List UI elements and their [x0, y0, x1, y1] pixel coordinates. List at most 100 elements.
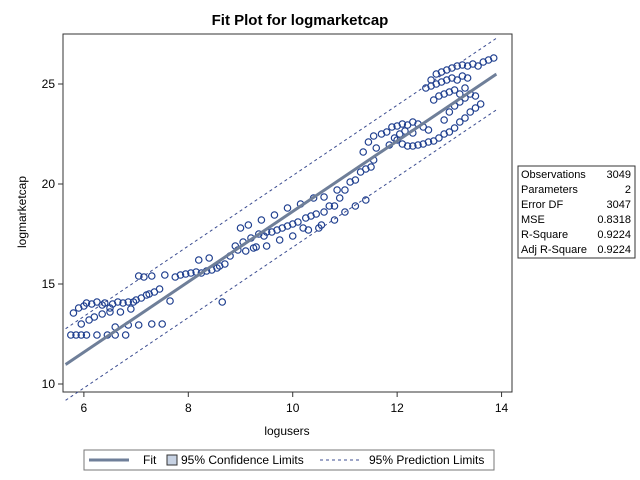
legend-prediction-label: 95% Prediction Limits — [369, 453, 484, 467]
x-tick-label: 14 — [495, 401, 509, 415]
scatter-point — [161, 271, 169, 279]
chart-title: Fit Plot for logmarketcap — [212, 12, 389, 29]
scatter-point — [453, 62, 461, 70]
legend-confidence-swatch — [166, 454, 178, 466]
scatter-point — [320, 193, 328, 201]
scatter-point — [351, 202, 360, 210]
y-axis-label: logmarketcap — [15, 176, 29, 248]
stat-value: 0.8318 — [597, 214, 631, 226]
scatter-point — [270, 211, 279, 219]
scatter-point — [205, 254, 213, 262]
scatter-point — [455, 118, 464, 126]
scatter-point — [359, 148, 368, 156]
scatter-point — [147, 320, 156, 328]
fit-statistics-table: Observations 3049 Parameters 2 Error DF 3047 M… — [517, 165, 636, 259]
scatter-point — [166, 297, 174, 305]
scatter-point — [445, 108, 454, 116]
plot-layer — [64, 37, 498, 401]
scatter-point — [325, 202, 334, 210]
stat-value: 0.9224 — [597, 229, 631, 241]
scatter-point — [458, 61, 467, 69]
scatter-point — [330, 202, 339, 210]
scatter-point — [335, 194, 344, 202]
scatter-point — [466, 108, 475, 116]
scatter-point — [471, 104, 480, 112]
stat-label: Adj R-Square — [521, 244, 587, 256]
scatter-point — [424, 138, 433, 146]
stat-value: 3049 — [607, 169, 631, 181]
scatter-point — [77, 320, 86, 328]
scatter-point — [461, 84, 469, 92]
stat-value: 2 — [625, 184, 631, 196]
y-tick-label: 25 — [42, 77, 56, 91]
scatter-point — [450, 86, 459, 94]
scatter-point — [288, 232, 297, 240]
scatter-point — [252, 243, 260, 251]
stat-label: Error DF — [521, 199, 563, 211]
x-axis: 6 8 10 12 14 — [81, 392, 509, 415]
legend: Fit 95% Confidence Limits 95% Prediction… — [83, 449, 495, 471]
x-tick-label: 6 — [81, 401, 88, 415]
stat-label: R-Square — [521, 229, 568, 241]
scatter-point — [275, 236, 284, 244]
scatter-point — [69, 309, 78, 317]
scatter-point — [372, 144, 381, 152]
scatter-point — [341, 186, 349, 194]
scatter-point — [445, 128, 454, 136]
scatter-point — [221, 260, 229, 268]
scatter-point — [463, 74, 472, 82]
scatter-point — [114, 298, 122, 306]
scatter-point — [489, 54, 498, 62]
scatter-point — [121, 331, 130, 339]
scatter-point — [134, 321, 143, 329]
scatter-point — [244, 221, 253, 229]
legend-confidence-label: 95% Confidence Limits — [181, 453, 304, 467]
scatter-point — [90, 313, 99, 321]
scatter-point — [236, 224, 245, 232]
scatter-point — [398, 120, 407, 128]
scatter-point — [461, 114, 469, 122]
legend-fit-label: Fit — [143, 453, 157, 467]
x-tick-label: 8 — [185, 401, 192, 415]
scatter-point — [124, 298, 133, 306]
scatter-point — [440, 116, 448, 124]
scatter-point — [257, 216, 266, 224]
scatter-point — [82, 299, 91, 307]
scatter-point — [388, 123, 396, 131]
scatter-point — [176, 271, 185, 279]
scatter-point — [181, 270, 190, 278]
scatter-point — [304, 226, 313, 234]
scatter-point — [241, 247, 250, 255]
scatter-point — [364, 138, 373, 146]
scatter-point — [155, 285, 164, 293]
scatter-point — [194, 256, 203, 264]
y-tick-label: 20 — [42, 177, 56, 191]
stat-label: Observations — [521, 169, 586, 181]
scatter-point — [369, 132, 378, 140]
scatter-point — [283, 204, 292, 212]
scatter-point — [93, 331, 101, 339]
stat-value: 0.9224 — [597, 244, 631, 256]
scatter-point — [330, 216, 339, 224]
scatter-point — [424, 126, 433, 134]
scatter-point — [119, 299, 127, 307]
scatter-point — [72, 331, 80, 339]
scatter-point — [262, 242, 271, 250]
y-tick-label: 15 — [42, 277, 56, 291]
scatter-point — [77, 331, 86, 339]
scatter-point — [435, 134, 443, 142]
scatter-point — [429, 96, 438, 104]
scatter-point — [147, 272, 156, 280]
x-tick-label: 10 — [286, 401, 300, 415]
fit-line — [64, 72, 498, 366]
scatter-point — [218, 298, 227, 306]
scatter-point — [453, 76, 461, 84]
scatter-point — [140, 273, 148, 281]
scatter-point — [320, 208, 328, 216]
scatter-point — [367, 163, 375, 171]
scatter-point — [98, 310, 106, 318]
lower-prediction-limit — [65, 109, 497, 401]
scatter-point — [341, 208, 349, 216]
scatter-point — [116, 308, 125, 316]
